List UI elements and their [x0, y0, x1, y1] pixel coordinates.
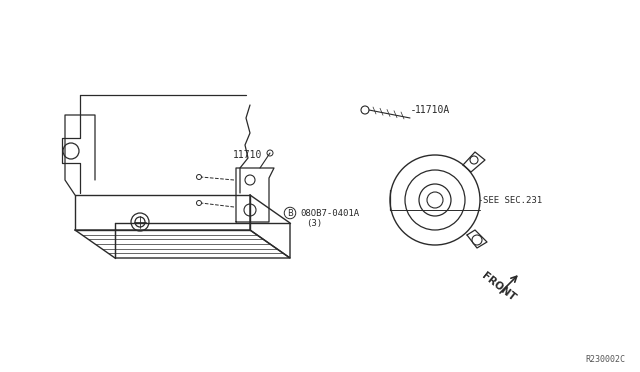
Text: R230002C: R230002C	[585, 355, 625, 364]
Text: FRONT: FRONT	[480, 270, 518, 303]
Text: 11710: 11710	[234, 150, 262, 160]
Text: 11710A: 11710A	[415, 105, 451, 115]
Text: (3): (3)	[306, 218, 322, 228]
Text: B: B	[287, 208, 293, 218]
Text: 08OB7-0401A: 08OB7-0401A	[300, 208, 359, 218]
Text: SEE SEC.231: SEE SEC.231	[483, 196, 542, 205]
